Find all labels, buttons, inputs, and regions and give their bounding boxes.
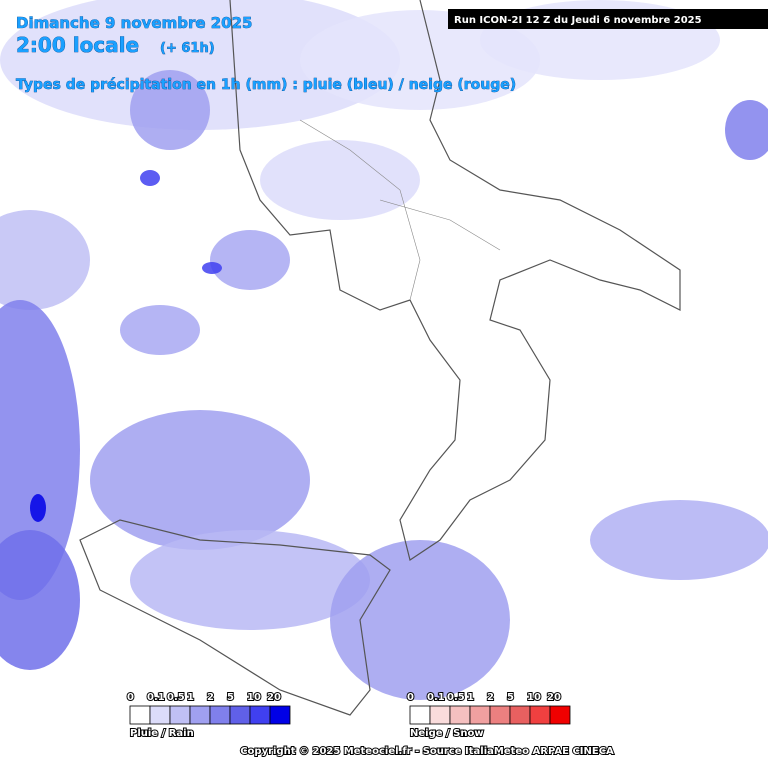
legend-swatch: [549, 705, 571, 725]
legend-tick: 0.5: [447, 692, 465, 703]
legend-swatch: [229, 705, 251, 725]
legend-tick: 0: [407, 692, 414, 703]
legend-swatch: [209, 705, 231, 725]
legend-swatch: [409, 705, 431, 725]
legend-tick: 0: [127, 692, 134, 703]
legend-swatch: [529, 705, 551, 725]
legend-tick: 0.1: [147, 692, 165, 703]
run-box: [448, 9, 768, 29]
legend-tick: 0.5: [167, 692, 185, 703]
legend-tick: 20: [547, 692, 561, 703]
legend-tick: 10: [247, 692, 261, 703]
legend-label: Pluie / Rain: [130, 728, 194, 739]
precipitation: [0, 0, 768, 700]
legend-label: Neige / Snow: [410, 728, 484, 739]
legend-swatch: [249, 705, 271, 725]
legend-tick: 5: [227, 692, 234, 703]
legend-tick: 20: [267, 692, 281, 703]
coastline: [79, 0, 681, 716]
time: 2:00 locale: [16, 33, 139, 57]
date: Dimanche 9 novembre 2025: [16, 14, 253, 32]
legend-swatch: [129, 705, 151, 725]
legend-swatch: [269, 705, 291, 725]
legend-swatch: [169, 705, 191, 725]
subtitle: Types de précipitation en 1h (mm) : plui…: [16, 77, 516, 93]
legend-swatch: [149, 705, 171, 725]
legend-tick: 10: [527, 692, 541, 703]
legend-tick: 2: [207, 692, 214, 703]
header: Dimanche 9 novembre 2025 2:00 locale (+ …: [16, 9, 768, 93]
offset: (+ 61h): [160, 41, 215, 56]
legend-swatch: [429, 705, 451, 725]
legend-swatch: [189, 705, 211, 725]
legend-swatch: [489, 705, 511, 725]
legend-tick: 2: [487, 692, 494, 703]
legend-tick: 5: [507, 692, 514, 703]
legend-tick: 0.1: [427, 692, 445, 703]
legend-tick: 1: [187, 692, 194, 703]
legend-tick: 1: [467, 692, 474, 703]
legend-swatch: [469, 705, 491, 725]
legend-swatch: [509, 705, 531, 725]
run-info: Run ICON-2I 12 Z du Jeudi 6 novembre 202…: [454, 15, 702, 26]
footer: Copyright © 2025 Meteociel.fr - Source I…: [240, 746, 614, 757]
legend-swatch: [449, 705, 471, 725]
